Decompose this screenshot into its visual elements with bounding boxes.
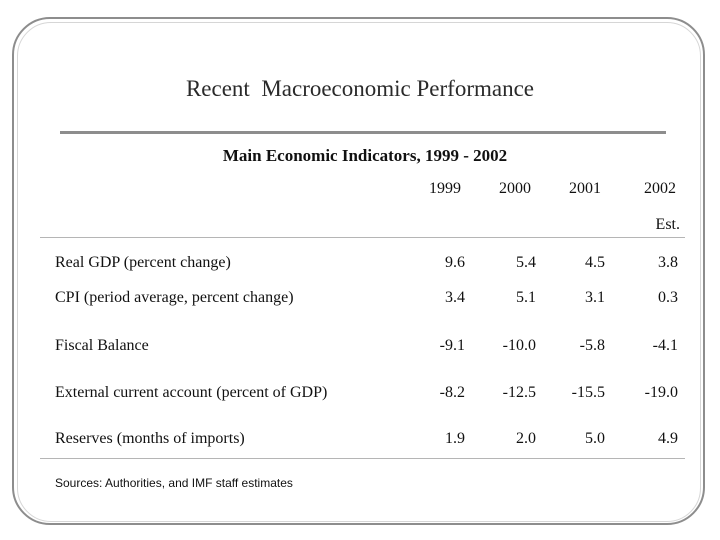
column-header-2002: 2002: [644, 180, 676, 197]
table-cell: -12.5: [502, 384, 536, 401]
table-cell: 2.0: [516, 430, 536, 447]
table-cell: 3.1: [585, 289, 605, 306]
row-label: Real GDP (percent change): [55, 254, 231, 271]
table-cell: -9.1: [439, 337, 465, 354]
table-cell: 3.4: [445, 289, 465, 306]
table-cell: 9.6: [445, 254, 465, 271]
table-cell: -15.5: [571, 384, 605, 401]
table-cell: 5.4: [516, 254, 536, 271]
table-bottom-rule: [40, 458, 685, 459]
table-cell: 1.9: [445, 430, 465, 447]
table-cell: 3.8: [658, 254, 678, 271]
row-label: Reserves (months of imports): [55, 430, 245, 447]
slide-title: Recent Macroeconomic Performance: [185, 76, 535, 101]
row-label: External current account (percent of GDP…: [55, 384, 328, 401]
row-label: CPI (period average, percent change): [55, 289, 294, 306]
slide-frame: [12, 17, 705, 525]
table-cell: 5.0: [585, 430, 605, 447]
title-divider: [60, 131, 666, 134]
estimate-note: Est.: [655, 216, 680, 233]
column-header-2000: 2000: [499, 180, 531, 197]
row-label: Fiscal Balance: [55, 337, 149, 354]
table-cell: -10.0: [502, 337, 536, 354]
header-rule: [40, 237, 685, 238]
table-cell: -19.0: [644, 384, 678, 401]
table-title: Main Economic Indicators, 1999 - 2002: [222, 146, 508, 165]
source-note: Sources: Authorities, and IMF staff esti…: [55, 476, 293, 490]
table-cell: -4.1: [652, 337, 678, 354]
table-cell: 0.3: [658, 289, 678, 306]
column-header-1999: 1999: [429, 180, 461, 197]
table-cell: -5.8: [579, 337, 605, 354]
table-cell: -8.2: [439, 384, 465, 401]
column-header-2001: 2001: [569, 180, 601, 197]
table-cell: 4.9: [658, 430, 678, 447]
table-cell: 4.5: [585, 254, 605, 271]
table-cell: 5.1: [516, 289, 536, 306]
slide-frame-inner: [17, 22, 701, 522]
